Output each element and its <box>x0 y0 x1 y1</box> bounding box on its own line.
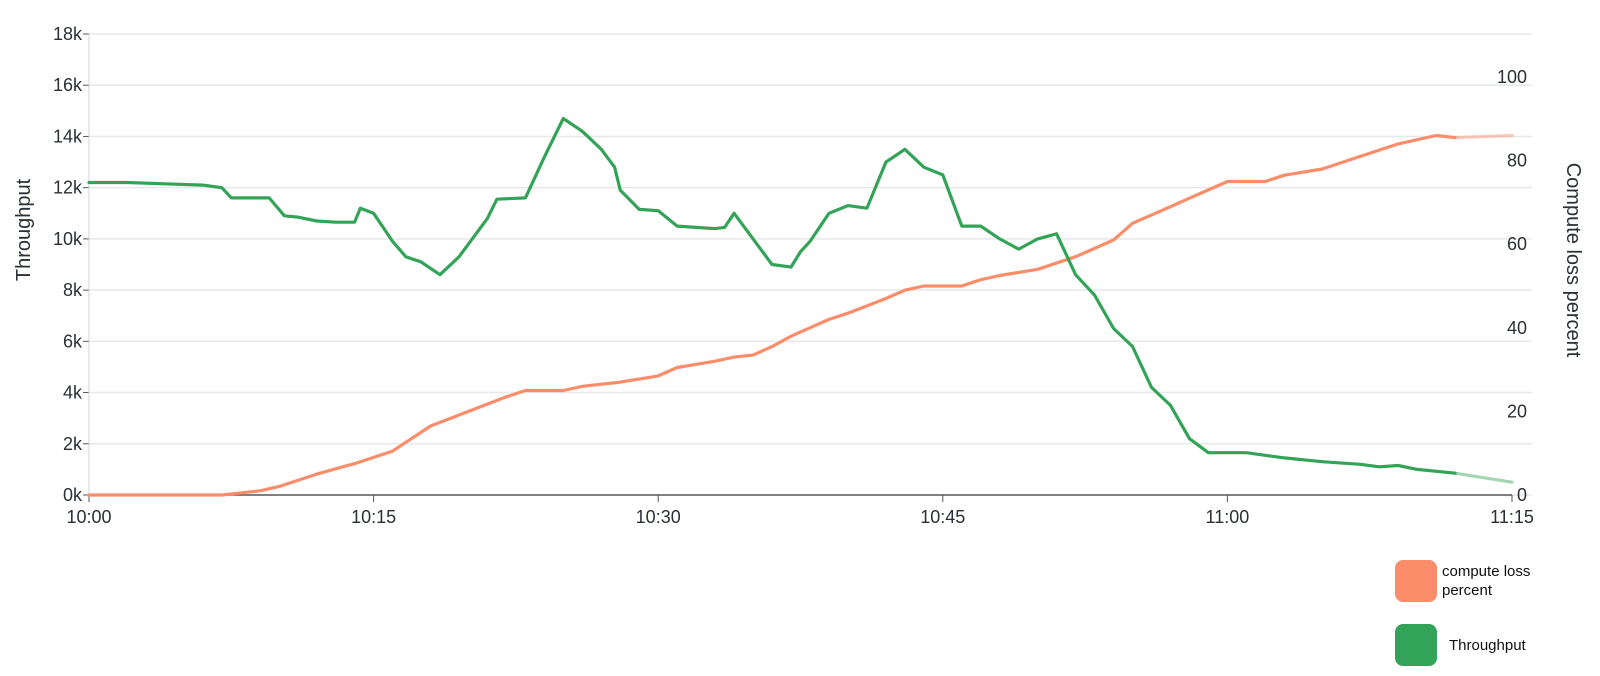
y-left-tick-label: 6k <box>63 331 83 351</box>
x-tick-label: 10:15 <box>351 507 396 527</box>
y-left-tick-label: 10k <box>53 229 83 249</box>
series-line-compute-loss-percent-partial <box>1453 133 1514 140</box>
axes: 0k 2k 4k 6k 8k 10k 12k 14k 16k 18k 0 20 40 60 80 100 10:… <box>53 24 1534 527</box>
y-axis-right-title: Compute loss percent <box>1562 163 1584 358</box>
legend-label-throughput: Throughput <box>1449 636 1526 654</box>
legend-swatch-throughput <box>1395 624 1437 666</box>
y-right-tick-label: 40 <box>1507 318 1527 338</box>
y-right-tick-label: 20 <box>1507 401 1527 421</box>
legend-item-throughput[interactable]: Throughput <box>1395 624 1526 666</box>
y-left-tick-label: 18k <box>53 24 83 44</box>
series-line-throughput <box>87 116 1457 475</box>
y-right-tick-label: 100 <box>1497 67 1527 87</box>
x-tick-label: 10:30 <box>636 507 681 527</box>
legend-swatch-compute-loss <box>1395 560 1437 602</box>
series-lines <box>87 116 1514 497</box>
y-left-tick-label: 4k <box>63 383 83 403</box>
x-tick-label: 11:00 <box>1206 507 1250 527</box>
y-axis-left-title: Throughput <box>13 178 35 281</box>
x-tick-label: 10:00 <box>66 507 111 527</box>
legend-label-compute-loss: compute loss percent <box>1442 563 1531 599</box>
y-left-tick-label: 14k <box>53 126 83 146</box>
y-left-tick-label: 12k <box>53 178 83 198</box>
legend-item-compute-loss[interactable]: compute loss percent <box>1395 560 1552 602</box>
y-right-tick-label: 0 <box>1517 485 1527 505</box>
y-left-tick-label: 16k <box>53 75 83 95</box>
series-line-compute-loss-percent <box>87 133 1457 497</box>
x-tick-label: 11:15 <box>1490 507 1534 527</box>
x-tick-label: 10:45 <box>920 507 965 527</box>
y-right-tick-label: 60 <box>1507 234 1527 254</box>
y-left-tick-label: 0k <box>63 485 83 505</box>
gridlines <box>89 33 1532 496</box>
y-left-tick-label: 8k <box>63 280 83 300</box>
y-left-tick-label: 2k <box>63 434 83 454</box>
series-line-throughput-partial <box>1453 471 1514 484</box>
y-right-tick-label: 80 <box>1507 151 1527 171</box>
